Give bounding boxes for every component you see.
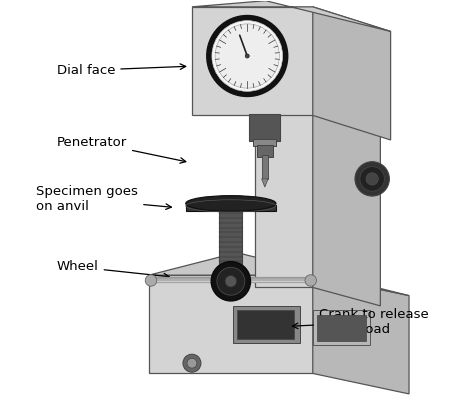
Polygon shape xyxy=(255,19,380,56)
Circle shape xyxy=(212,21,283,91)
Polygon shape xyxy=(192,1,391,31)
Polygon shape xyxy=(313,35,380,306)
Polygon shape xyxy=(149,253,409,296)
Polygon shape xyxy=(149,275,313,374)
Polygon shape xyxy=(313,275,409,394)
Bar xyxy=(237,310,294,339)
Circle shape xyxy=(215,24,279,88)
Bar xyxy=(317,315,366,342)
Bar xyxy=(233,306,301,343)
Bar xyxy=(256,145,273,157)
Circle shape xyxy=(305,275,317,286)
Polygon shape xyxy=(186,206,276,211)
Circle shape xyxy=(245,54,249,58)
Text: Wheel: Wheel xyxy=(57,261,169,279)
Text: Specimen goes
on anvil: Specimen goes on anvil xyxy=(36,185,172,213)
Circle shape xyxy=(183,354,201,372)
Circle shape xyxy=(207,16,287,96)
Polygon shape xyxy=(255,35,313,287)
Circle shape xyxy=(366,173,378,185)
Circle shape xyxy=(187,358,197,368)
Bar xyxy=(313,310,370,345)
Bar xyxy=(254,139,276,146)
Text: Crank to release
major load: Crank to release major load xyxy=(292,308,428,336)
Circle shape xyxy=(355,162,389,196)
Ellipse shape xyxy=(186,196,276,211)
Text: Penetrator: Penetrator xyxy=(57,136,186,163)
Polygon shape xyxy=(313,7,391,140)
Polygon shape xyxy=(192,7,313,115)
Text: Dial face: Dial face xyxy=(57,64,186,77)
Circle shape xyxy=(360,166,384,191)
Bar xyxy=(249,114,281,141)
Circle shape xyxy=(211,262,251,301)
Polygon shape xyxy=(262,179,268,187)
Bar xyxy=(262,155,268,179)
Bar xyxy=(219,201,242,277)
Circle shape xyxy=(145,275,157,286)
Circle shape xyxy=(217,267,245,295)
Circle shape xyxy=(225,275,237,287)
